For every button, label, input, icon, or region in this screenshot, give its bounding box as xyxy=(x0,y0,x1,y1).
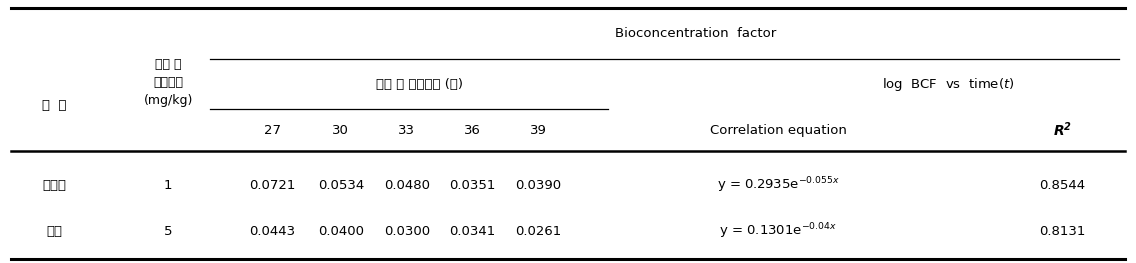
Text: y = 0.2935e$^{-0.055x}$: y = 0.2935e$^{-0.055x}$ xyxy=(717,176,840,195)
Text: 39: 39 xyxy=(531,124,546,137)
Text: 33: 33 xyxy=(399,124,415,137)
Text: 30: 30 xyxy=(333,124,349,137)
Text: y = 0.1301e$^{-0.04x}$: y = 0.1301e$^{-0.04x}$ xyxy=(719,222,837,241)
Text: Bioconcentration  factor: Bioconcentration factor xyxy=(616,27,776,40)
Text: 0.0400: 0.0400 xyxy=(318,225,364,238)
Text: 0.0341: 0.0341 xyxy=(450,225,495,238)
Text: 0.0443: 0.0443 xyxy=(250,225,295,238)
Text: 0.8131: 0.8131 xyxy=(1039,225,1085,238)
Text: 0.0390: 0.0390 xyxy=(516,179,561,192)
Text: 0.0351: 0.0351 xyxy=(450,179,495,192)
Text: 0.0534: 0.0534 xyxy=(318,179,364,192)
Text: 0.0480: 0.0480 xyxy=(384,179,429,192)
Text: 배추: 배추 xyxy=(47,225,62,238)
Text: 0.0300: 0.0300 xyxy=(384,225,429,238)
Text: Correlation equation: Correlation equation xyxy=(710,124,846,137)
Text: 파종 후 수확일자 (일): 파종 후 수확일자 (일) xyxy=(376,78,463,91)
Text: 0.8544: 0.8544 xyxy=(1039,179,1085,192)
Text: log  BCF  vs  time($\mathit{t}$): log BCF vs time($\mathit{t}$) xyxy=(883,76,1014,93)
Text: 토양 중
잔류농도
(mg/kg): 토양 중 잔류농도 (mg/kg) xyxy=(143,58,193,107)
Text: $\bfit{R}^{\bfit{2}}$: $\bfit{R}^{\bfit{2}}$ xyxy=(1053,121,1071,139)
Text: 36: 36 xyxy=(465,124,481,137)
Text: 0.0721: 0.0721 xyxy=(250,179,295,192)
Text: 1: 1 xyxy=(164,179,173,192)
Text: 0.0261: 0.0261 xyxy=(516,225,561,238)
Text: 5: 5 xyxy=(164,225,173,238)
Text: 작  물: 작 물 xyxy=(42,99,67,112)
Text: 엇갈이: 엇갈이 xyxy=(42,179,67,192)
Text: 27: 27 xyxy=(265,124,281,137)
